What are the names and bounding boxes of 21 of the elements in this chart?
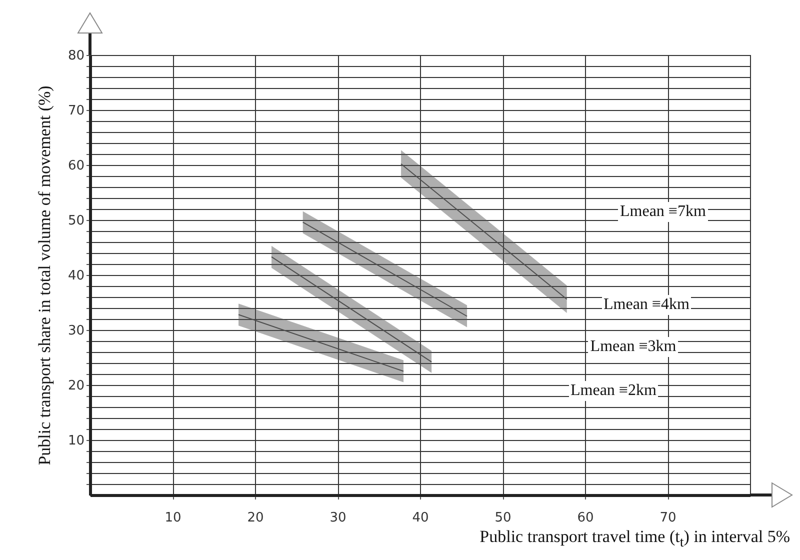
annotation: Lmean ≡7km	[618, 202, 708, 222]
y-tick-label: 80	[68, 48, 84, 64]
x-tick-label: 10	[164, 510, 182, 526]
y-tick-label: 20	[68, 378, 84, 394]
y-tick-label: 30	[68, 324, 84, 338]
y-tick-label: 60	[68, 158, 84, 174]
annotation: Lmean ≡4km	[602, 294, 692, 315]
x-tick-label: 30	[330, 510, 346, 526]
x-axis-title: Public transport travel time (t$_{t}$) in interval 5%	[478, 527, 790, 552]
annotation: Lmean ≡2km	[568, 380, 658, 401]
x-tick-label: 70	[660, 510, 676, 526]
x-tick-label: 50	[494, 510, 512, 526]
y-tick-label: 10	[68, 434, 84, 448]
y-tick-label: 70	[68, 104, 84, 118]
x-tick-label: 20	[247, 510, 264, 526]
annotation: Lmean ≡3km	[588, 336, 678, 357]
y-tick-label: 40	[68, 268, 84, 284]
x-tick-label: 60	[577, 510, 594, 526]
y-axis-title: Public transport share in total volume of movement (%)	[34, 86, 54, 466]
y-tick-label: 50	[68, 214, 84, 228]
x-tick-label: 40	[412, 510, 429, 526]
